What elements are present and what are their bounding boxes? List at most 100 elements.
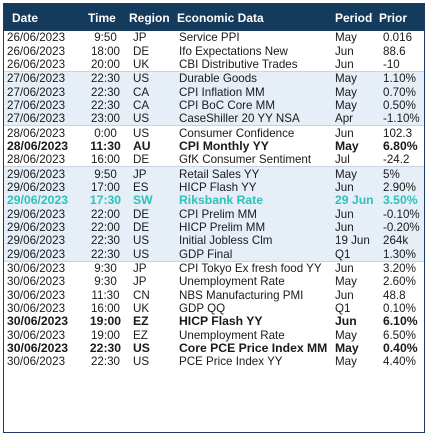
cell-date: 27/06/2023 xyxy=(7,85,66,99)
cell-date: 29/06/2023 xyxy=(7,194,68,208)
cell-period: May xyxy=(335,85,357,99)
cell-time: 16:00 xyxy=(90,302,120,316)
cell-event: Core PCE Price Index MM xyxy=(179,342,328,356)
cell-time: 11:30 xyxy=(90,139,121,153)
cell-time: 22:30 xyxy=(90,247,120,261)
cell-date: 30/06/2023 xyxy=(7,342,68,356)
cell-prior: 3.50% xyxy=(383,194,418,208)
cell-region: CA xyxy=(133,85,150,99)
cell-prior: 0.016 xyxy=(383,31,413,45)
cell-date: 28/06/2023 xyxy=(7,126,66,140)
cell-date: 27/06/2023 xyxy=(7,112,66,126)
cell-period: 19 Jun xyxy=(335,234,370,248)
cell-event: Initial Jobless Clm xyxy=(179,234,273,248)
cell-date: 30/06/2023 xyxy=(7,262,66,276)
cell-event: NBS Manufacturing PMI xyxy=(179,288,304,302)
cell-time: 9:50 xyxy=(94,31,117,45)
cell-time: 20:00 xyxy=(90,57,120,71)
table-row: 28/06/2023 11:30 AU CPI Monthly YY May 6.80% xyxy=(4,140,424,153)
cell-prior: 0.50% xyxy=(383,98,416,112)
cell-region: US xyxy=(133,247,150,261)
header-date: Date xyxy=(12,10,39,25)
table-row: 27/06/2023 23:00 US CaseShiller 20 YY NSA Ap… xyxy=(4,112,424,126)
cell-region: US xyxy=(133,342,150,356)
cell-time: 19:00 xyxy=(90,328,120,342)
cell-period: 29 Jun xyxy=(335,194,374,208)
cell-period: May xyxy=(335,275,357,289)
table-row: 26/06/2023 20:00 UK CBI Distributive Trades… xyxy=(4,58,424,71)
cell-region: DE xyxy=(133,44,150,58)
cell-date: 28/06/2023 xyxy=(7,139,68,153)
cell-region: UK xyxy=(133,302,150,316)
cell-time: 23:00 xyxy=(90,112,120,126)
cell-region: DE xyxy=(133,153,150,167)
cell-region: JP xyxy=(133,275,147,289)
cell-region: US xyxy=(133,355,150,369)
cell-period: Q1 xyxy=(335,247,351,261)
table-header: Date Time Region Economic Data Period Pr… xyxy=(4,4,424,31)
cell-time: 22:30 xyxy=(89,342,122,356)
cell-prior: 5% xyxy=(383,167,400,181)
table-row: 28/06/2023 16:00 DE GfK Consumer Sentiment J… xyxy=(4,153,424,166)
cell-prior: 0.70% xyxy=(383,85,416,99)
table-row: 30/06/2023 19:00 EZ Unemployment Rate May 6.5… xyxy=(4,329,424,342)
cell-date: 26/06/2023 xyxy=(7,31,66,45)
cell-region: UK xyxy=(133,57,150,71)
cell-region: JP xyxy=(133,167,147,181)
cell-period: Jun xyxy=(335,288,354,302)
cell-event: Unemployment Rate xyxy=(179,328,285,342)
cell-period: Jun xyxy=(335,180,354,194)
cell-event: CPI Prelim MM xyxy=(179,207,257,221)
cell-region: JP xyxy=(133,31,147,45)
cell-time: 22:30 xyxy=(90,72,120,86)
cell-date: 30/06/2023 xyxy=(7,275,66,289)
cell-time: 22:00 xyxy=(90,220,120,234)
cell-event: CPI Monthly YY xyxy=(179,139,269,153)
cell-time: 19:00 xyxy=(89,315,122,329)
cell-event: Riksbank Rate xyxy=(179,194,263,208)
header-region: Region xyxy=(129,10,170,25)
cell-date: 29/06/2023 xyxy=(7,167,66,181)
cell-date: 26/06/2023 xyxy=(7,44,66,58)
table-row: 27/06/2023 22:30 CA CPI BoC Core MM May 0.50% xyxy=(4,98,424,113)
cell-date: 29/06/2023 xyxy=(7,247,66,261)
cell-prior: -24.2 xyxy=(383,153,410,167)
cell-prior: 264k xyxy=(383,234,409,248)
cell-event: Ifo Expectations New xyxy=(179,44,288,58)
cell-time: 22:30 xyxy=(90,234,120,248)
cell-time: 17:30 xyxy=(89,194,122,208)
cell-region: US xyxy=(133,234,150,248)
cell-period: May xyxy=(335,72,357,86)
cell-prior: 6.80% xyxy=(383,139,418,153)
cell-prior: 3.20% xyxy=(383,262,416,276)
header-period: Period xyxy=(335,10,373,25)
cell-event: Consumer Confidence xyxy=(179,126,295,140)
cell-period: Jun xyxy=(335,126,354,140)
cell-period: May xyxy=(335,31,357,45)
table-row: 26/06/2023 9:50 JP Service PPI May 0.016 xyxy=(4,31,424,44)
cell-period: May xyxy=(335,355,357,369)
cell-region: EZ xyxy=(133,315,149,329)
cell-date: 29/06/2023 xyxy=(7,180,66,194)
cell-period: Jun xyxy=(335,44,354,58)
cell-period: May xyxy=(335,167,357,181)
cell-prior: 2.90% xyxy=(383,180,416,194)
cell-region: AU xyxy=(133,139,151,153)
cell-prior: -0.10% xyxy=(383,207,420,221)
cell-time: 22:00 xyxy=(90,207,120,221)
cell-period: Jul xyxy=(335,153,350,167)
table-row: 29/06/2023 9:50 JP Retail Sales YY May 5% xyxy=(4,166,424,181)
table-row: 30/06/2023 9:30 JP Unemployment Rate May 2.60… xyxy=(4,275,424,288)
cell-event: HICP Flash YY xyxy=(179,180,257,194)
table-row: 26/06/2023 18:00 DE Ifo Expectations New Jun… xyxy=(4,44,424,58)
cell-date: 27/06/2023 xyxy=(7,72,66,86)
cell-event: PCE Price Index YY xyxy=(179,355,283,369)
cell-time: 22:30 xyxy=(90,98,120,112)
cell-prior: 102.3 xyxy=(383,126,413,140)
cell-date: 26/06/2023 xyxy=(7,57,66,71)
cell-region: SW xyxy=(133,194,153,208)
cell-prior: 48.8 xyxy=(383,288,406,302)
cell-event: Unemployment Rate xyxy=(179,275,285,289)
table-row: 30/06/2023 22:30 US PCE Price Index YY May 4.… xyxy=(4,355,424,368)
cell-region: US xyxy=(133,112,150,126)
